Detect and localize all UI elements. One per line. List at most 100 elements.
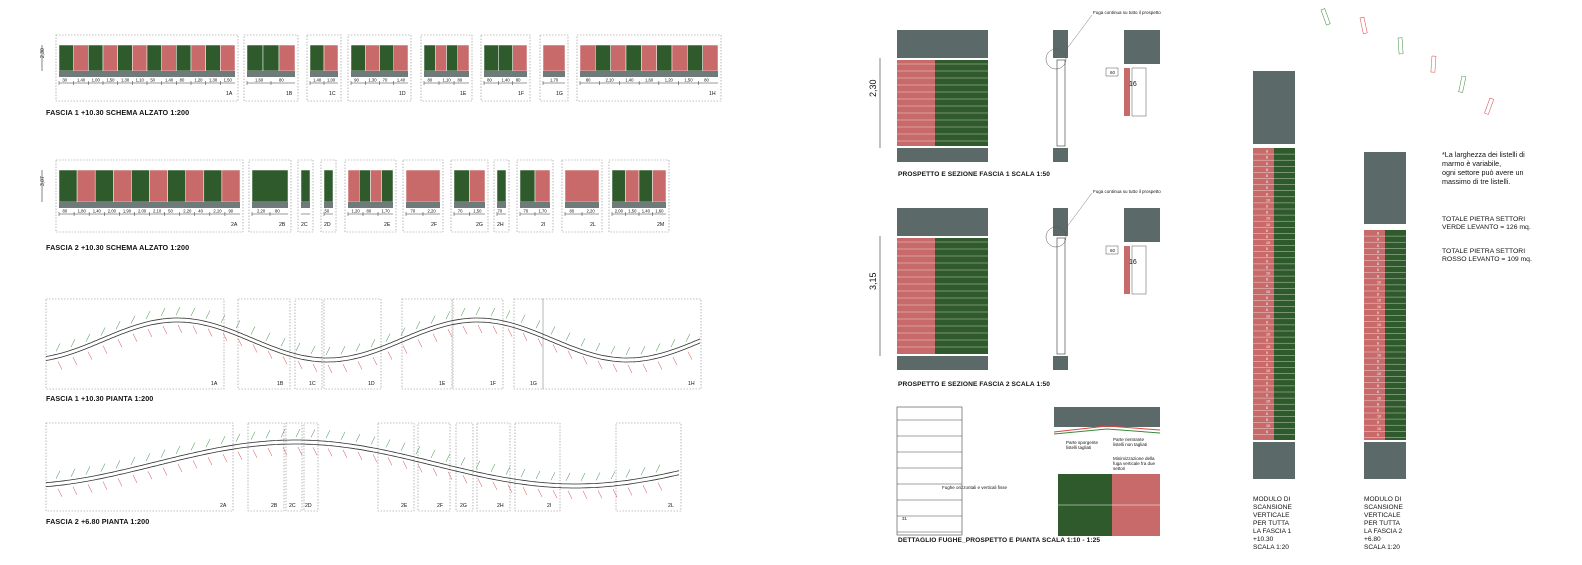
strip1-course-num: 6 — [1266, 162, 1268, 166]
f1-plan-red-tick — [612, 363, 618, 372]
f1-plan-green-tick — [385, 333, 391, 342]
f1-elev-dim-label: 1,30 — [368, 78, 377, 83]
f1-plan-red-tick — [132, 333, 138, 342]
f1-elev-dim-label: 80 — [180, 78, 185, 83]
f1-plan-green-tick — [370, 339, 376, 348]
strip1-course-num: 6 — [1266, 296, 1268, 300]
f1-elev-dim-label: 50 — [150, 78, 155, 83]
f2-elev-base — [565, 202, 599, 208]
f2-elev-frame — [55, 159, 244, 233]
f1-plan-red-tick — [417, 339, 423, 348]
f1-plan-red-tick — [267, 350, 273, 359]
strip1-course-num: 8 — [1266, 302, 1268, 306]
axo-listello — [1458, 75, 1467, 93]
f2-plan-red-tick — [252, 449, 258, 458]
f1-elev-panel — [702, 44, 719, 72]
f2-plan-green-tick — [85, 466, 91, 475]
sec1-zoom-tag — [1105, 67, 1119, 77]
f2-plan-module-id: 2A — [220, 503, 227, 509]
f1-plan-red-tick — [582, 356, 588, 365]
strip1-course-num: 5 — [1266, 351, 1268, 355]
f1-elev-base — [543, 71, 565, 77]
f1-elev-dim-label: 2,10 — [606, 78, 615, 83]
f2-elev-panel — [113, 169, 132, 203]
strip1-course-num: 8 — [1266, 406, 1268, 410]
f2-plan-red-tick — [57, 488, 63, 497]
f1-elev-dim-label: 1,20 — [665, 78, 674, 83]
sec1-height-label: 2,30 — [868, 79, 878, 97]
f2-plan-green-tick — [385, 439, 391, 448]
sec2-zoom-tag — [1105, 245, 1119, 255]
sec1-zoom-top — [1124, 30, 1160, 64]
f1-elev-panel — [58, 44, 74, 72]
f2-elev-base — [454, 202, 485, 208]
f1-elev-module-id: 1F — [518, 91, 524, 97]
section2-title: PROSPETTO E SEZIONE FASCIA 2 SCALA 1:50 — [898, 381, 1051, 388]
f2-elev-base — [324, 202, 333, 208]
f2-plan-green-tick — [115, 460, 121, 469]
f2-elev-panel — [94, 169, 114, 203]
f1-elev-dim-label: 30 — [62, 78, 67, 83]
f2-plan-module-id: 2I — [547, 503, 551, 509]
f1-elev-panel — [117, 44, 133, 72]
f2-plan-green-tick — [550, 472, 556, 481]
f1-plan-frame — [45, 298, 225, 390]
f1-elev-module-id: 1E — [460, 91, 467, 97]
strip2-course-num: 8 — [1377, 317, 1379, 321]
strip2-course-num: 5 — [1377, 268, 1379, 272]
strip2-course-num: 8 — [1377, 262, 1379, 266]
f1-elev-dim-label: 1,60 — [645, 78, 654, 83]
f2-plan-green-tick — [355, 433, 361, 443]
f2-plan-green-tick — [130, 456, 136, 466]
f2-elev-dim-label: 1,40 — [93, 209, 102, 214]
f1-plan-red-tick — [87, 351, 93, 360]
total-red: TOTALE PIETRA SETTORI ROSSO LEVANTO = 109… — [1442, 248, 1532, 264]
strip1-course-num: 6 — [1266, 284, 1268, 288]
f2-elev-dim-label: 80 — [275, 209, 280, 214]
f1-elev-panel — [595, 44, 611, 72]
f2-elev-panel — [58, 169, 78, 203]
f1-plan-red-tick — [312, 363, 318, 372]
strip2-course-num: 10 — [1377, 354, 1381, 358]
f1-plan-frame — [452, 298, 504, 390]
f1-plan-red-tick — [297, 360, 303, 369]
strip2-course-num: 8 — [1377, 238, 1379, 242]
f1-plan-red-tick — [252, 344, 258, 353]
f1-plan-green-tick — [205, 310, 211, 319]
detail-dim-label: 31 — [902, 516, 908, 521]
f1-plan-green-tick — [115, 321, 121, 330]
f1-plan-red-tick — [222, 332, 228, 341]
f1-elev-dim-label: 1,40 — [625, 78, 634, 83]
f2-plan-module-id: 2E — [401, 503, 408, 509]
f2-plan-red-tick — [267, 448, 273, 457]
sec2-detail-circle — [1045, 226, 1067, 248]
f1-plan-frame — [323, 298, 382, 390]
f2-elev-dim-label: 1,60 — [655, 209, 664, 214]
f2-elev-module-id: 2L — [590, 222, 596, 228]
strip2-course-num: 10 — [1377, 323, 1381, 327]
strip1-course-num: 10 — [1266, 272, 1270, 276]
f2-plan-green-tick — [100, 463, 106, 472]
f2-plan-green-tick — [595, 472, 601, 481]
f1-plan-green-tick — [475, 306, 481, 316]
f2-elev-panel — [221, 169, 241, 203]
f1-elev-dim-label: 1,50 — [106, 78, 115, 83]
sec1-base — [897, 148, 988, 162]
strip2-course-num: 6 — [1377, 409, 1379, 413]
strip1-course-num: 6 — [1266, 327, 1268, 331]
f2-elev-frame — [561, 159, 603, 233]
f1-elev-panel — [457, 44, 470, 72]
strip2-course-num: 8 — [1377, 360, 1379, 364]
f2-plan-red-tick — [102, 481, 108, 490]
f1-elev-frame — [243, 34, 299, 102]
strip1-base — [1253, 442, 1295, 479]
f2-plan-red-tick — [477, 478, 483, 487]
f1-elev-dim-label: 80 — [586, 78, 591, 83]
f2-plan-red-tick — [597, 490, 603, 499]
strip1-course-num: 10 — [1266, 333, 1270, 337]
section1-callout: Fuga continua su tutto il prospetto — [1093, 10, 1161, 15]
f1-elev-dim-label: 1,10 — [136, 78, 145, 83]
f1-plan-edge-inner — [45, 321, 701, 363]
f2-elev-dim-label: 1,90 — [123, 209, 132, 214]
f2-elev-dim-label: 2,20 — [587, 209, 596, 214]
